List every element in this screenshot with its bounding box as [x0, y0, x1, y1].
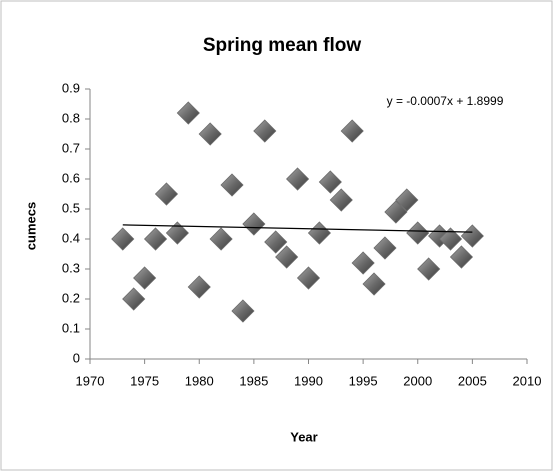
data-point	[296, 266, 321, 290]
y-tick-label: 0	[73, 350, 80, 365]
y-axis-label: cumecs	[23, 202, 38, 250]
x-tick-label: 2000	[403, 373, 432, 388]
y-tick-label: 0.7	[62, 140, 80, 155]
x-tick-label: 2005	[458, 373, 487, 388]
x-tick-label: 1985	[239, 373, 268, 388]
data-point	[449, 245, 474, 269]
trend-equation: y = -0.0007x + 1.8999	[387, 94, 504, 108]
data-point	[438, 227, 463, 251]
x-tick-label: 1980	[185, 373, 214, 388]
data-point	[122, 287, 146, 311]
data-point	[143, 227, 168, 251]
x-tick-label: 1975	[130, 373, 159, 388]
data-point	[406, 221, 430, 245]
data-point	[351, 251, 375, 275]
x-tick-label: 2010	[513, 373, 542, 388]
data-point	[154, 182, 179, 206]
data-point	[340, 119, 364, 143]
y-tick-label: 0.2	[62, 290, 80, 305]
y-tick-label: 0.5	[62, 200, 80, 215]
y-tick-label: 0.9	[62, 80, 80, 95]
trendline	[122, 224, 473, 233]
y-tick-label: 0.4	[62, 230, 80, 245]
x-tick-label: 1990	[294, 373, 323, 388]
data-point	[362, 272, 386, 296]
y-tick-label: 0.3	[62, 260, 80, 275]
data-point	[198, 122, 222, 146]
chart-title: Spring mean flow	[203, 35, 362, 56]
data-point	[242, 212, 266, 236]
data-point	[275, 245, 299, 269]
x-tick-label: 1970	[76, 373, 105, 388]
data-point	[176, 101, 200, 125]
data-point	[264, 230, 288, 254]
data-point	[329, 188, 353, 212]
data-point	[318, 170, 342, 194]
y-tick-label: 0.1	[62, 320, 80, 335]
data-point	[111, 227, 135, 251]
data-point	[373, 236, 397, 260]
data-point	[384, 200, 408, 224]
data-point	[395, 188, 419, 212]
x-axis-label: Year	[290, 429, 317, 444]
data-point	[231, 299, 255, 323]
data-point	[253, 119, 277, 143]
data-point	[187, 275, 211, 299]
data-point	[165, 221, 189, 245]
y-tick-label: 0.6	[62, 170, 80, 185]
data-point	[286, 167, 310, 191]
y-tick-label: 0.8	[62, 110, 80, 125]
data-point	[209, 227, 233, 251]
data-point	[220, 173, 244, 197]
data-point	[133, 266, 157, 290]
data-point	[417, 257, 441, 281]
x-tick-label: 1995	[349, 373, 378, 388]
